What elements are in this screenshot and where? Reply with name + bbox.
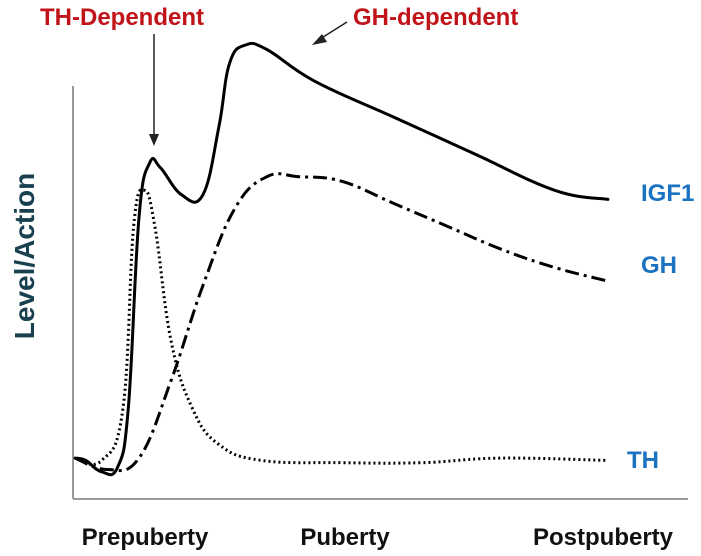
y-axis-label: Level/Action [9, 173, 40, 339]
annotation-th-arrowhead [149, 134, 159, 146]
series-label-th: TH [627, 447, 659, 474]
series-line-igf1 [73, 41, 610, 477]
series-line-th [74, 188, 609, 466]
x-tick-label-prepuberty: Prepuberty [82, 524, 209, 551]
series-label-gh: GH [641, 252, 677, 279]
x-tick-label-puberty: Puberty [300, 524, 390, 551]
annotation-gh-arrow [319, 21, 348, 40]
series-label-igf1: IGF1 [641, 180, 694, 207]
series-line-gh [74, 172, 609, 473]
annotation-th-dependent: TH-Dependent [40, 4, 204, 31]
annotation-gh-arrowhead [312, 34, 327, 45]
annotation-gh-dependent: GH-dependent [353, 4, 518, 31]
x-tick-label-postpuberty: Postpuberty [533, 524, 674, 551]
